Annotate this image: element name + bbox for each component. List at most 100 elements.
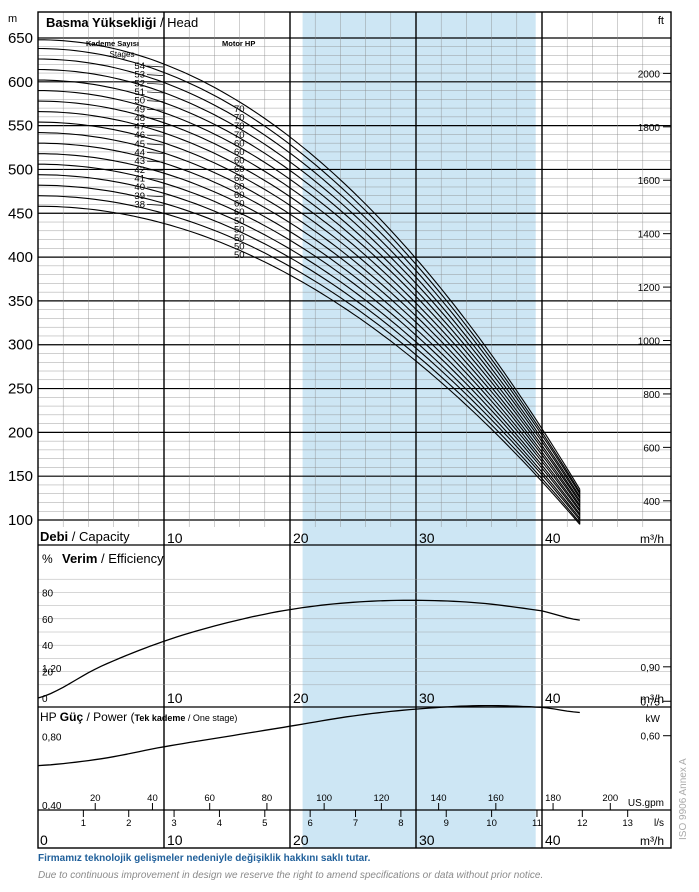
head-curve-stages-54 — [38, 39, 581, 490]
capacity-tick-label: 10 — [167, 530, 183, 546]
head-ft-tick-label: 1600 — [638, 176, 661, 187]
efficiency-x-tick-label: 40 — [545, 690, 561, 706]
head-ft-tick-label: 400 — [643, 497, 660, 508]
head-title: Basma Yüksekliği / Head — [46, 15, 198, 30]
head-curve-stages-40 — [37, 184, 581, 521]
power-title: HP Güç / Power (Tek kademe / One stage) — [40, 710, 237, 724]
power-y-tick-label: 1,20 — [42, 664, 62, 675]
stage-label: 44 — [134, 148, 145, 159]
head-ft-tick-label: 600 — [643, 443, 660, 454]
head-curve-stages-49 — [38, 90, 581, 502]
head-curve-stages-42 — [38, 163, 581, 516]
motor-hp-label: 70 — [234, 104, 245, 115]
motor-hp-label: 70 — [234, 113, 245, 124]
head-y-tick-label: 100 — [8, 512, 33, 529]
gpm-tick-label: 180 — [545, 793, 561, 804]
head-curve-stages-38 — [38, 205, 581, 525]
stage-label-leader — [146, 82, 164, 85]
gpm-tick-label: 160 — [488, 793, 504, 804]
ls-tick-label: 2 — [126, 818, 131, 829]
capacity-unit: m³/h — [640, 532, 664, 546]
chart-frame — [37, 11, 672, 849]
power-m3h-tick-label: 40 — [545, 832, 561, 848]
ls-tick-label: 1 — [81, 818, 86, 829]
head-ft-unit: ft — [658, 15, 664, 27]
capacity-axis-label: Debi / Capacity — [40, 529, 130, 544]
motor-hp-label: 70 — [234, 121, 245, 132]
motor-hp-label: 60 — [234, 190, 245, 201]
gpm-tick-label: 140 — [431, 793, 447, 804]
stage-label-leader — [146, 143, 164, 146]
capacity-tick-label: 40 — [545, 530, 561, 546]
efficiency-curve — [37, 599, 580, 699]
head-curve-stages-46 — [37, 121, 581, 508]
stage-label-leader — [146, 195, 164, 198]
efficiency-y-tick-label: 80 — [42, 588, 54, 599]
power-m3h-tick-label: 0 — [40, 832, 48, 848]
capacity-tick-label: 20 — [293, 530, 309, 546]
power-m3h-tick-label: 10 — [167, 832, 183, 848]
head-curve-stages-53 — [37, 47, 581, 493]
stage-label-leader — [146, 65, 164, 68]
efficiency-x-tick-label: 30 — [419, 690, 435, 706]
motor-hp-label: 60 — [234, 138, 245, 149]
motor-hp-label: 60 — [234, 181, 245, 192]
ls-tick-label: 4 — [217, 818, 222, 829]
efficiency-title: Verim / Efficiency — [62, 551, 164, 566]
head-curve-stages-47 — [37, 111, 581, 506]
motor-hp-label: 50 — [234, 216, 245, 227]
footer-note-english: Due to continuous improvement in design … — [38, 870, 544, 881]
power-kw-tick-label: 0,75 — [641, 697, 661, 708]
iso-standard-label: ISO 9906 Annex A — [678, 758, 689, 840]
power-m3h-unit: m³/h — [640, 834, 664, 848]
power-curve — [37, 704, 580, 767]
motor-hp-label: 70 — [234, 130, 245, 141]
ls-tick-label: 9 — [444, 818, 449, 829]
efficiency-x-unit: m³/h — [640, 692, 664, 706]
motor-hp-label: 60 — [234, 164, 245, 175]
gpm-tick-label: 200 — [602, 793, 618, 804]
head-y-tick-label: 650 — [8, 30, 33, 47]
stage-label: 51 — [134, 87, 145, 98]
motor-hp-label: 60 — [234, 199, 245, 210]
stage-label-leader — [146, 160, 164, 163]
head-y-tick-label: 500 — [8, 161, 33, 178]
head-ft-tick-label: 1800 — [638, 123, 661, 134]
ls-tick-label: 12 — [577, 818, 588, 829]
gpm-tick-label: 40 — [147, 793, 158, 804]
efficiency-y-tick-label: 60 — [42, 615, 54, 626]
ls-tick-label: 11 — [532, 818, 542, 829]
head-y-tick-label: 150 — [8, 468, 33, 485]
motor-hp-label: 50 — [234, 242, 245, 253]
motor-hp-label: 50 — [234, 250, 245, 261]
stage-label: 54 — [134, 61, 145, 72]
ls-tick-label: 5 — [262, 818, 267, 829]
stage-column-header: Kademe Sayısı — [86, 39, 139, 48]
head-curve-stages-45 — [37, 132, 581, 510]
head-y-unit: m — [8, 13, 17, 25]
power-y-tick-label: 0,40 — [42, 801, 62, 812]
head-curve-stages-50 — [38, 79, 581, 499]
stage-column-header-en: Stages — [110, 50, 135, 59]
head-ft-tick-label: 1000 — [638, 337, 661, 348]
motor-hp-label: 60 — [234, 147, 245, 158]
ls-tick-label: 10 — [486, 818, 497, 829]
head-ft-tick-label: 800 — [643, 390, 660, 401]
stage-label: 46 — [134, 130, 145, 141]
stage-label-leader — [146, 178, 164, 180]
stage-label: 41 — [134, 173, 145, 184]
head-y-tick-label: 250 — [8, 381, 33, 398]
stage-label: 48 — [134, 113, 145, 124]
stage-label: 47 — [134, 122, 145, 133]
gpm-tick-label: 120 — [373, 793, 389, 804]
gpm-unit: US.gpm — [628, 798, 664, 809]
head-curve-stages-44 — [38, 142, 581, 512]
head-curve-stages-43 — [38, 153, 581, 515]
head-y-tick-label: 600 — [8, 74, 33, 91]
power-m3h-tick-label: 30 — [419, 832, 435, 848]
efficiency-y-tick-label: 40 — [42, 641, 54, 652]
stage-label: 53 — [134, 70, 145, 81]
stage-label: 42 — [134, 165, 145, 176]
head-curve-stages-48 — [37, 100, 581, 503]
